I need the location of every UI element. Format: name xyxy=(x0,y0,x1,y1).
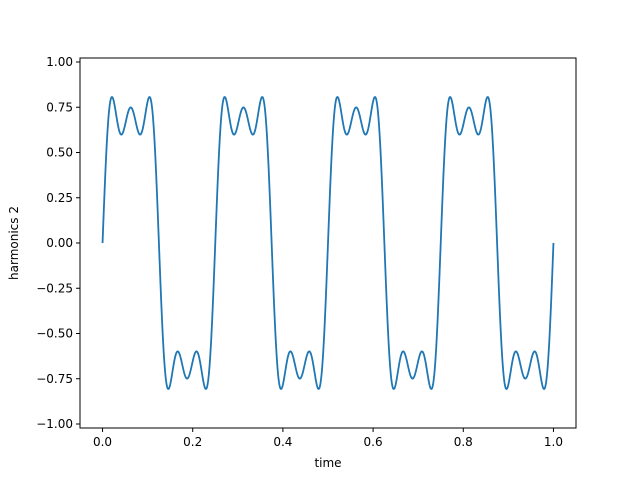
y-axis-label: harmonics 2 xyxy=(7,206,21,280)
y-tick-label: 0.00 xyxy=(46,236,73,250)
x-tick-label: 0.0 xyxy=(93,435,112,449)
ticks-layer: 0.0 0.2 0.4 0.6 0.8 1.0 −1.00 −0.75 −0.50 −0.25 0.… xyxy=(36,55,563,449)
y-tick-label: −0.50 xyxy=(36,327,73,341)
y-tick-label: −0.25 xyxy=(36,281,73,295)
y-tick-label: 0.25 xyxy=(46,191,73,205)
y-tick-label: −0.75 xyxy=(36,372,73,386)
x-tick-label: 1.0 xyxy=(544,435,563,449)
x-tick-label: 0.6 xyxy=(364,435,383,449)
y-tick-label: 1.00 xyxy=(46,55,73,69)
plot-area-frame xyxy=(79,57,577,429)
y-tick-label: 0.75 xyxy=(46,100,73,114)
x-tick-label: 0.2 xyxy=(183,435,202,449)
series-line xyxy=(101,96,555,390)
x-tick-label: 0.8 xyxy=(454,435,473,449)
x-tick-label: 0.4 xyxy=(273,435,292,449)
x-axis-label: time xyxy=(314,456,341,470)
y-tick-label: −1.00 xyxy=(36,417,73,431)
y-tick-label: 0.50 xyxy=(46,146,73,160)
